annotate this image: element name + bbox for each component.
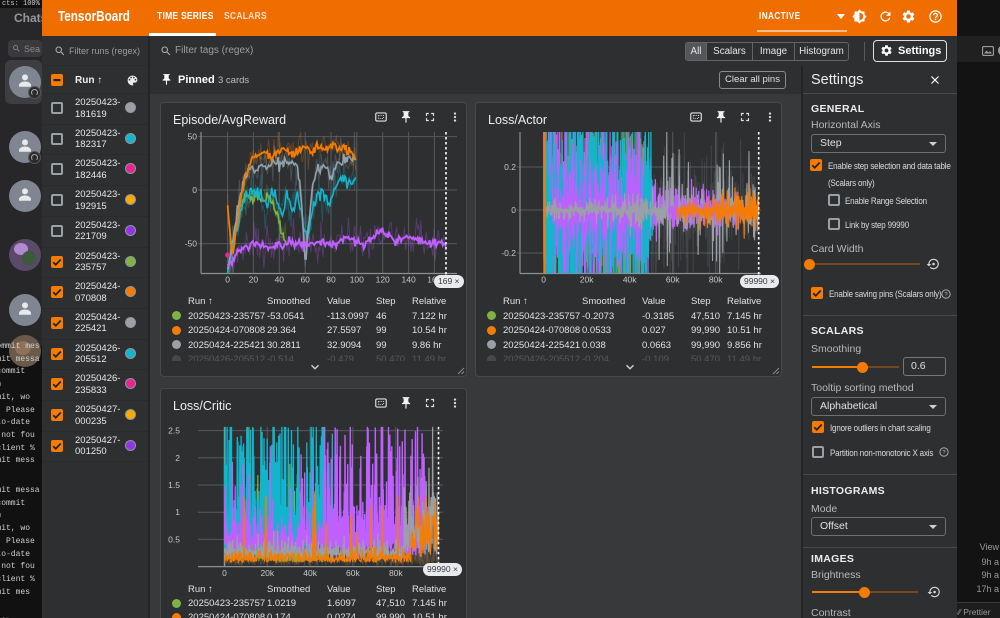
svg-text:20k: 20k [580,275,594,285]
svg-text:120: 120 [376,275,390,285]
svg-text:60k: 60k [666,275,680,285]
svg-text:-0.2: -0.2 [501,248,516,258]
svg-text:60: 60 [300,275,310,285]
svg-text:80: 80 [326,275,336,285]
svg-text:2: 2 [175,453,180,463]
svg-text:0: 0 [192,185,197,195]
svg-text:60k: 60k [346,568,360,578]
svg-text:-50: -50 [185,239,198,249]
svg-text:50: 50 [188,132,198,142]
svg-text:0: 0 [541,275,546,285]
svg-text:80k: 80k [389,568,403,578]
svg-text:0.5: 0.5 [168,534,180,544]
svg-text:2.5: 2.5 [168,426,180,436]
svg-text:0: 0 [222,568,227,578]
svg-text:0: 0 [511,205,516,215]
svg-text:1: 1 [175,507,180,517]
svg-text:0.2: 0.2 [504,162,516,172]
svg-text:40k: 40k [623,275,637,285]
svg-text:100: 100 [350,275,364,285]
svg-text:20: 20 [249,275,259,285]
svg-text:0: 0 [225,275,230,285]
svg-text:140: 140 [402,275,416,285]
svg-text:80k: 80k [709,275,723,285]
svg-text:?: ? [942,450,946,456]
svg-text:40: 40 [275,275,285,285]
svg-text:?: ? [944,292,948,298]
svg-text:20k: 20k [260,568,274,578]
svg-text:40k: 40k [303,568,317,578]
svg-text:1.5: 1.5 [168,480,180,490]
